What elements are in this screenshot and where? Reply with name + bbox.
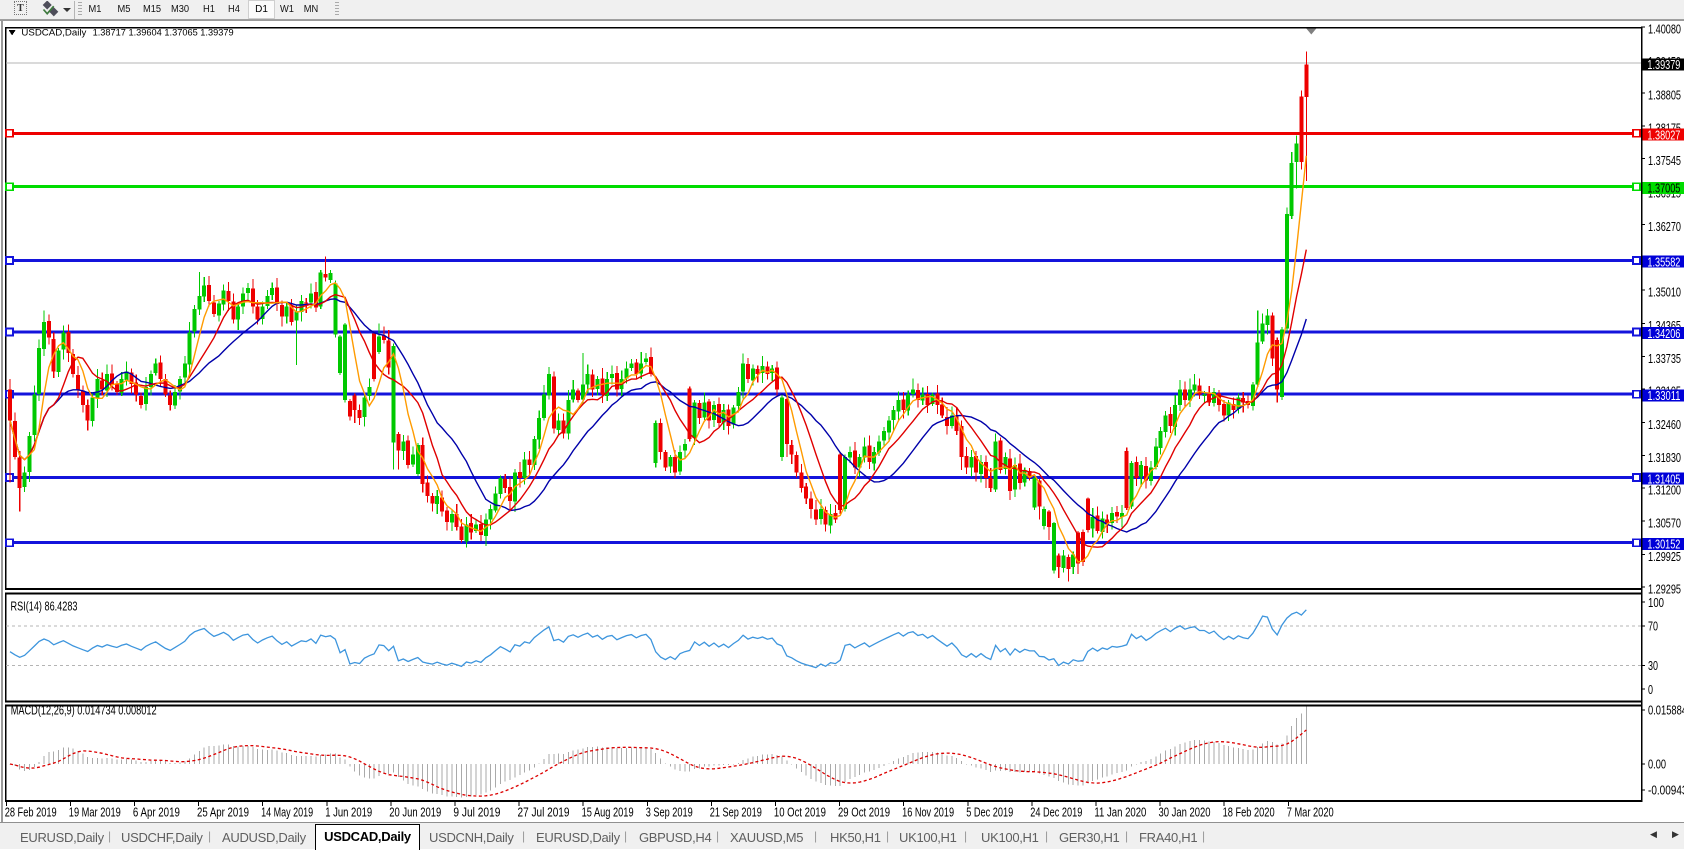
svg-text:70: 70 [1648,619,1658,634]
svg-text:0.00: 0.00 [1648,757,1666,772]
svg-text:29 Oct 2019: 29 Oct 2019 [838,804,890,819]
svg-text:1.30570: 1.30570 [1648,515,1681,530]
svg-text:1.34206: 1.34206 [1647,326,1680,341]
svg-text:16 Nov 2019: 16 Nov 2019 [902,804,954,819]
svg-text:25 Apr 2019: 25 Apr 2019 [197,804,249,819]
svg-text:9 Jul 2019: 9 Jul 2019 [453,804,500,819]
svg-text:21 Sep 2019: 21 Sep 2019 [710,804,762,819]
svg-text:-0.009432: -0.009432 [1648,783,1684,798]
svg-text:7 Mar 2020: 7 Mar 2020 [1287,804,1334,819]
svg-text:14 May 2019: 14 May 2019 [261,804,313,819]
svg-text:1.38027: 1.38027 [1647,127,1680,142]
svg-text:27 Jul 2019: 27 Jul 2019 [518,804,570,819]
svg-text:24 Dec 2019: 24 Dec 2019 [1030,804,1082,819]
svg-text:30 Jan 2020: 30 Jan 2020 [1159,804,1211,819]
svg-text:1.38717 1.39604 1.37065 1.3937: 1.38717 1.39604 1.37065 1.39379 [93,27,234,38]
svg-text:100: 100 [1648,595,1664,610]
svg-text:1.37005: 1.37005 [1647,181,1680,196]
svg-text:1.29925: 1.29925 [1648,549,1681,564]
svg-text:1 Jun 2019: 1 Jun 2019 [325,804,372,819]
svg-text:30: 30 [1648,658,1658,673]
svg-text:1.38805: 1.38805 [1648,88,1681,103]
svg-text:0.015884: 0.015884 [1648,703,1684,718]
svg-text:5 Dec 2019: 5 Dec 2019 [966,804,1013,819]
svg-text:RSI(14) 86.4283: RSI(14) 86.4283 [11,599,78,614]
svg-text:USDCAD,Daily: USDCAD,Daily [21,27,86,38]
svg-text:1.31830: 1.31830 [1648,450,1681,465]
svg-text:20 Jun 2019: 20 Jun 2019 [389,804,441,819]
svg-text:1.36270: 1.36270 [1648,219,1681,234]
svg-text:3 Sep 2019: 3 Sep 2019 [646,804,693,819]
svg-text:1.35010: 1.35010 [1648,285,1681,300]
svg-text:1.33011: 1.33011 [1647,388,1680,403]
svg-text:1.32460: 1.32460 [1648,417,1681,432]
svg-text:28 Feb 2019: 28 Feb 2019 [5,804,57,819]
svg-text:1.35582: 1.35582 [1647,254,1680,269]
svg-text:18 Feb 2020: 18 Feb 2020 [1223,804,1275,819]
svg-text:0: 0 [1648,682,1653,697]
svg-text:19 Mar 2019: 19 Mar 2019 [69,804,121,819]
svg-text:6 Apr 2019: 6 Apr 2019 [133,804,180,819]
svg-text:1.37545: 1.37545 [1648,153,1681,168]
svg-text:1.39379: 1.39379 [1647,57,1680,72]
svg-text:1.31405: 1.31405 [1647,471,1680,486]
svg-text:10 Oct 2019: 10 Oct 2019 [774,804,826,819]
svg-text:1.33735: 1.33735 [1648,351,1681,366]
svg-text:1.29295: 1.29295 [1648,582,1681,597]
svg-text:1.30152: 1.30152 [1647,537,1680,552]
svg-text:11 Jan 2020: 11 Jan 2020 [1094,804,1146,819]
svg-text:15 Aug 2019: 15 Aug 2019 [582,804,634,819]
svg-text:1.40080: 1.40080 [1648,21,1681,36]
svg-text:MACD(12,26,9) 0.014734 0.00801: MACD(12,26,9) 0.014734 0.008012 [11,703,157,718]
svg-text:1.31200: 1.31200 [1648,483,1681,498]
